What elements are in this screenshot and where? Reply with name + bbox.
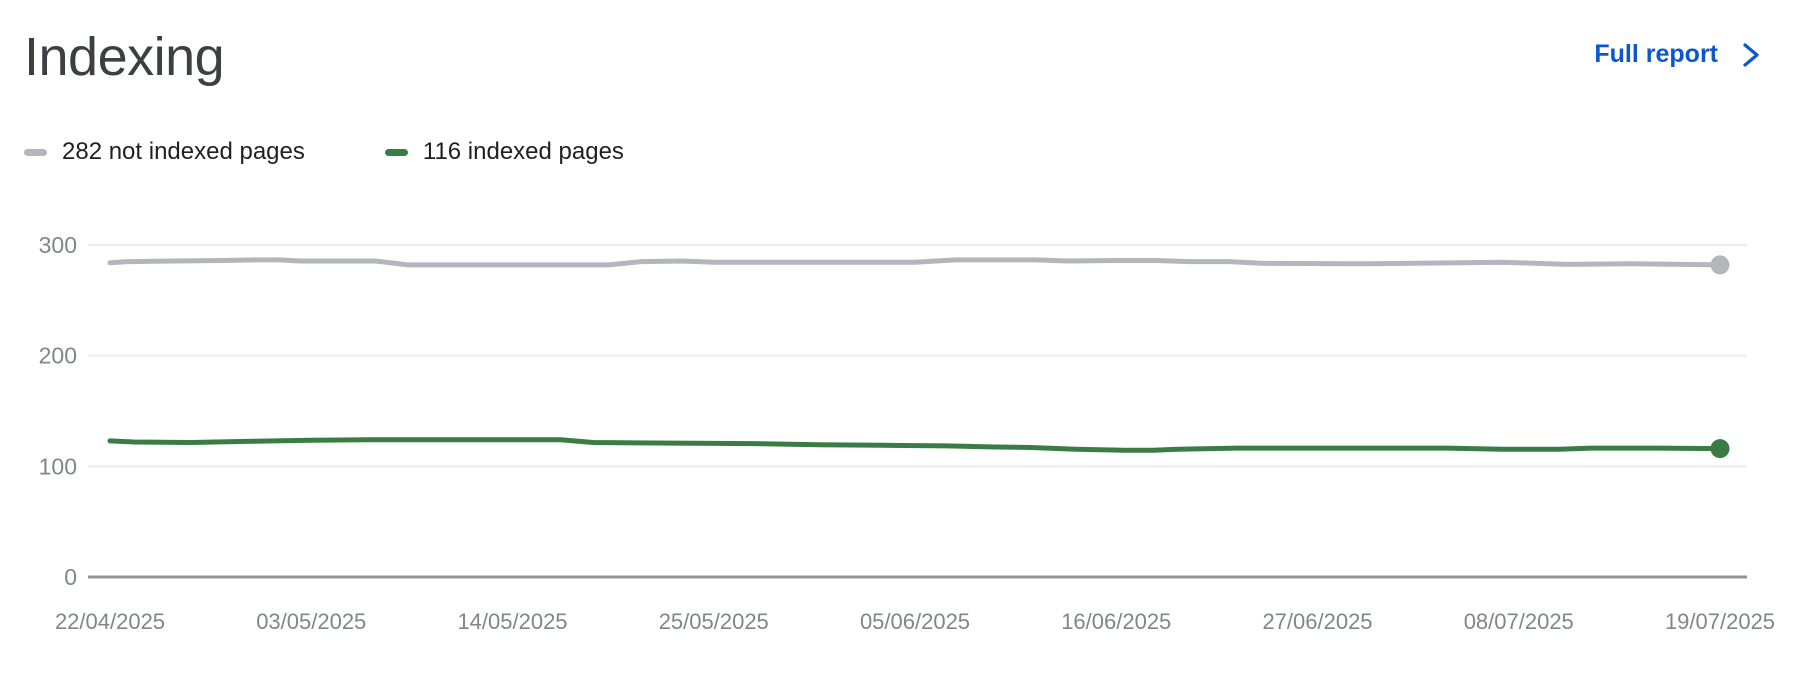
- svg-text:19/07/2025: 19/07/2025: [1665, 609, 1775, 634]
- card-header: Indexing Full report: [0, 0, 1794, 110]
- legend-item-not-indexed[interactable]: 282 not indexed pages: [24, 138, 305, 166]
- svg-text:03/05/2025: 03/05/2025: [256, 609, 366, 634]
- not-indexed-legend-label: 282 not indexed pages: [62, 138, 305, 165]
- svg-text:300: 300: [39, 232, 77, 258]
- not-indexed-swatch-icon: [24, 148, 47, 156]
- svg-text:0: 0: [64, 564, 77, 590]
- svg-text:08/07/2025: 08/07/2025: [1464, 609, 1574, 634]
- full-report-label: Full report: [1594, 40, 1718, 68]
- svg-text:200: 200: [39, 343, 77, 369]
- svg-text:16/06/2025: 16/06/2025: [1061, 609, 1171, 634]
- page-title: Indexing: [24, 27, 225, 87]
- chevron-right-icon: [1743, 42, 1759, 67]
- svg-text:14/05/2025: 14/05/2025: [457, 609, 567, 634]
- full-report-link[interactable]: Full report: [1594, 40, 1762, 69]
- svg-text:100: 100: [39, 453, 77, 479]
- indexed-legend-label: 116 indexed pages: [422, 138, 624, 165]
- svg-text:05/06/2025: 05/06/2025: [860, 609, 970, 634]
- svg-text:27/06/2025: 27/06/2025: [1262, 609, 1372, 634]
- chart-legend: 282 not indexed pages 116 indexed pages: [24, 138, 624, 166]
- indexed-swatch-icon: [384, 148, 408, 156]
- legend-item-indexed[interactable]: 116 indexed pages: [384, 138, 624, 166]
- svg-text:22/04/2025: 22/04/2025: [55, 609, 165, 634]
- svg-text:25/05/2025: 25/05/2025: [659, 609, 769, 634]
